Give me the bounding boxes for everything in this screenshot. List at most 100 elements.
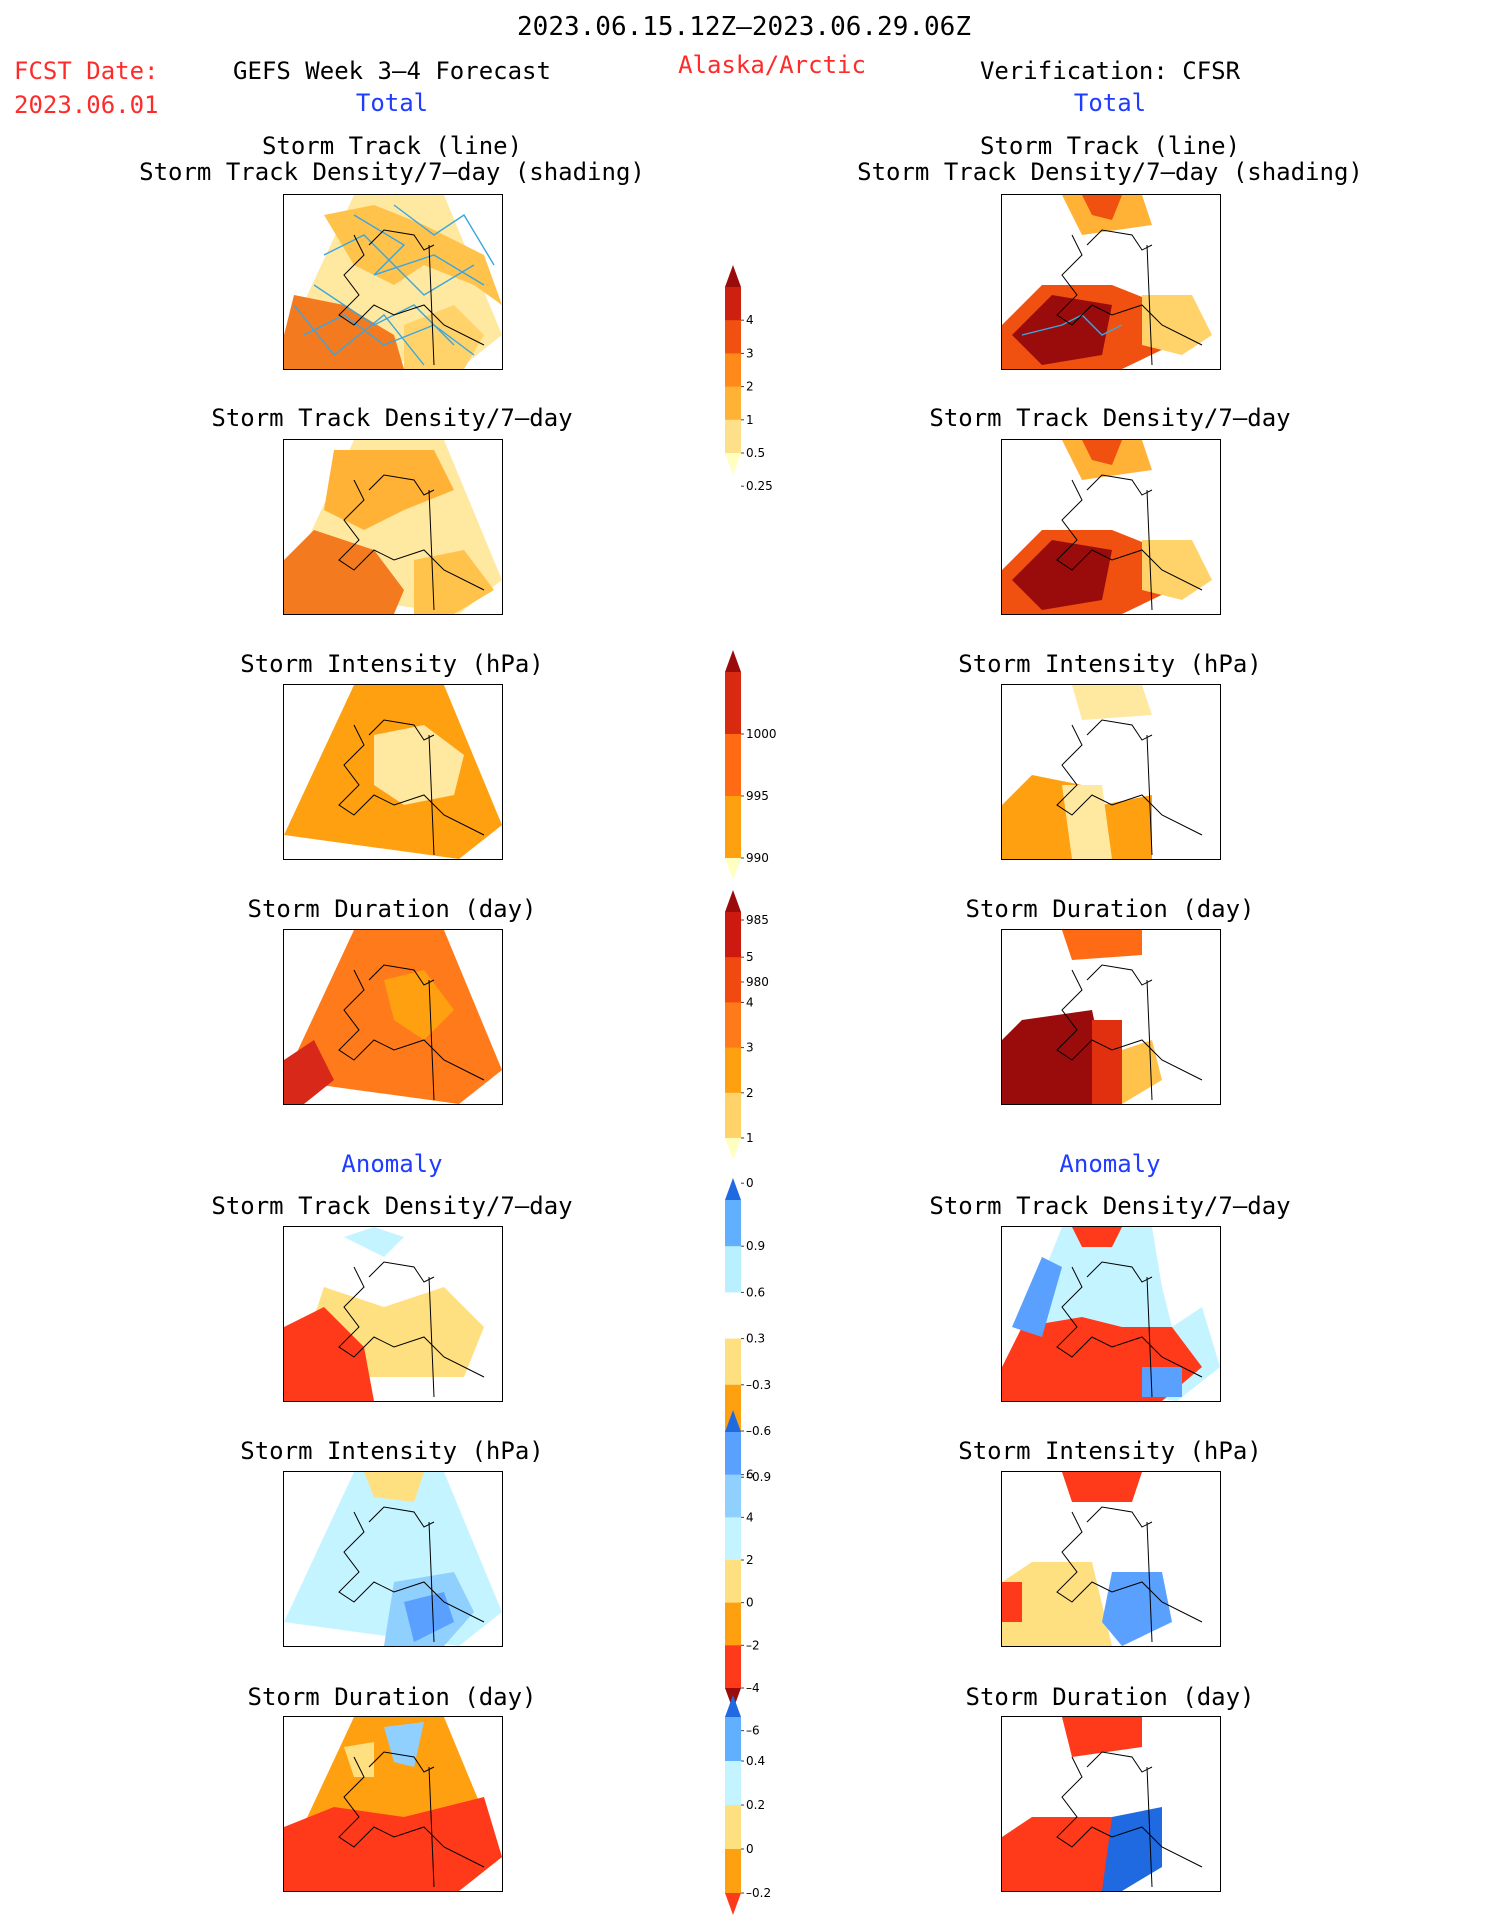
colorbar-intensity: 1000 995 990 985 980: [725, 650, 795, 989]
colorbar-tick-label: 4: [746, 995, 754, 1009]
colorbar-tick-label: 0.6: [746, 1285, 765, 1299]
colorbar-tick-label: 1: [746, 413, 754, 427]
colorbar-tick-label: 4: [746, 1510, 754, 1524]
map-forecast-duration: [283, 929, 503, 1105]
left-intensity-title: Storm Intensity (hPa): [240, 650, 544, 678]
period-title: 2023.06.15.12Z–2023.06.29.06Z: [517, 12, 971, 42]
right-track-line-title: Storm Track (line): [979, 132, 1241, 160]
fcst-date-label: FCST Date:: [14, 57, 159, 85]
colorbar-tick-label: 1000: [746, 727, 777, 741]
colorbar-duration: 5 4 3 2 1 0: [725, 890, 795, 1190]
colorbar-tick-label: 1: [746, 1131, 754, 1145]
map-cfsr-duration-anomaly: [1001, 1716, 1221, 1892]
colorbar-tick-label: –6: [746, 1724, 760, 1738]
colorbar-segment: [725, 1893, 741, 1915]
colorbar-segment: [725, 1092, 741, 1139]
colorbar-segment: [725, 1849, 741, 1894]
colorbar-segment: [725, 1474, 741, 1518]
map-forecast-duration-anomaly: [283, 1716, 503, 1892]
colorbar-tick-label: 980: [746, 975, 769, 989]
colorbar-tick-label: 3: [746, 346, 754, 360]
colorbar-segment: [725, 1560, 741, 1604]
fcst-date-value: 2023.06.01: [14, 91, 159, 119]
colorbar-tick-label: 990: [746, 851, 769, 865]
colorbar-tick-label: 0: [746, 1596, 754, 1610]
region-title: Alaska/Arctic: [678, 51, 866, 79]
left-track-shading-title: Storm Track Density/7–day (shading): [139, 158, 645, 186]
left-duration-title: Storm Duration (day): [247, 895, 537, 923]
colorbar-tick-label: 0.4: [746, 1754, 765, 1768]
colorbar-segment: [725, 1178, 741, 1200]
colorbar-segment: [725, 1602, 741, 1646]
colorbar-segment: [725, 1761, 741, 1806]
colorbar-segment: [725, 386, 741, 421]
colorbar-segment: [725, 1002, 741, 1049]
colorbar-tick-label: –4: [746, 1681, 760, 1695]
right-duration-anom-title: Storm Duration (day): [965, 1683, 1255, 1711]
colorbar-tick-label: 0.3: [746, 1332, 765, 1346]
colorbar-segment: [725, 1717, 741, 1762]
colorbar-tick-label: 0.2: [746, 1798, 765, 1812]
colorbar-tick-label: 0: [746, 1176, 754, 1190]
colorbar-segment: [725, 419, 741, 454]
colorbar-segment: [725, 1645, 741, 1689]
colorbar-segment: [725, 287, 741, 321]
colorbar-tick-label: 0.9: [746, 1239, 765, 1253]
colorbar-tick-label: 2: [746, 1553, 754, 1567]
colorbar-tick-label: 0: [746, 1842, 754, 1856]
left-track-line-title: Storm Track (line): [261, 132, 523, 160]
colorbar-tick-label: 3: [746, 1041, 754, 1055]
colorbar-tick-label: 4: [746, 313, 754, 327]
colorbar-tick-label: 2: [746, 380, 754, 394]
colorbar-segment: [725, 734, 741, 797]
right-density-anom-title: Storm Track Density/7–day: [929, 1192, 1291, 1220]
colorbar-tick-label: –0.9: [746, 1470, 771, 1484]
map-forecast-intensity-anomaly: [283, 1471, 503, 1647]
left-density-title: Storm Track Density/7–day: [211, 404, 573, 432]
colorbar-segment: [725, 353, 741, 388]
colorbar-segment: [725, 453, 741, 475]
total-label-right: Total: [1073, 89, 1147, 117]
colorbar-segment: [725, 650, 741, 672]
colorbar-segment: [725, 1338, 741, 1386]
colorbar-tick-label: 0.25: [746, 479, 773, 493]
colorbar-intensity-anomaly: 6 4 2 0 –2 –4 –6: [725, 1410, 795, 1738]
total-label-left: Total: [355, 89, 429, 117]
anomaly-label-right: Anomaly: [1059, 1150, 1161, 1178]
colorbar-tick-label: 0.5: [746, 446, 765, 460]
left-intensity-anom-title: Storm Intensity (hPa): [240, 1437, 544, 1465]
colorbar-tick-label: 985: [746, 913, 769, 927]
right-duration-title: Storm Duration (day): [965, 895, 1255, 923]
map-cfsr-density: [1001, 439, 1221, 615]
map-cfsr-intensity: [1001, 684, 1221, 860]
colorbar-segment: [725, 1805, 741, 1850]
colorbar-segment: [725, 1246, 741, 1293]
map-forecast-density-anomaly: [283, 1226, 503, 1402]
colorbar-segment: [725, 1200, 741, 1247]
colorbar-segment: [725, 912, 741, 958]
verification-title: Verification: CFSR: [979, 57, 1241, 85]
colorbar-segment: [725, 1432, 741, 1476]
colorbar-segment: [725, 1047, 741, 1094]
colorbar-tick-label: 5: [746, 950, 754, 964]
colorbar-segment: [725, 1695, 741, 1717]
left-duration-anom-title: Storm Duration (day): [247, 1683, 537, 1711]
right-intensity-title: Storm Intensity (hPa): [958, 650, 1262, 678]
map-forecast-intensity: [283, 684, 503, 860]
map-cfsr-density-anomaly: [1001, 1226, 1221, 1402]
colorbar-segment: [725, 1384, 741, 1432]
map-cfsr-track-density: [1001, 194, 1221, 370]
colorbar-segment: [725, 796, 741, 859]
colorbar-tick-label: –2: [746, 1638, 760, 1652]
forecast-title: GEFS Week 3–4 Forecast: [233, 57, 551, 85]
colorbar-segment: [725, 1517, 741, 1561]
map-cfsr-intensity-anomaly: [1001, 1471, 1221, 1647]
colorbar-segment: [725, 265, 741, 287]
map-forecast-track-density: [283, 194, 503, 370]
colorbar-duration-anomaly: 0.40.20–0.2–0.4: [725, 1695, 795, 1919]
colorbar-segment: [725, 1410, 741, 1432]
colorbar-segment: [725, 1292, 741, 1340]
colorbar-tick-label: 995: [746, 789, 769, 803]
colorbar-segment: [725, 957, 741, 1003]
colorbar-tick-label: –0.6: [746, 1424, 771, 1438]
